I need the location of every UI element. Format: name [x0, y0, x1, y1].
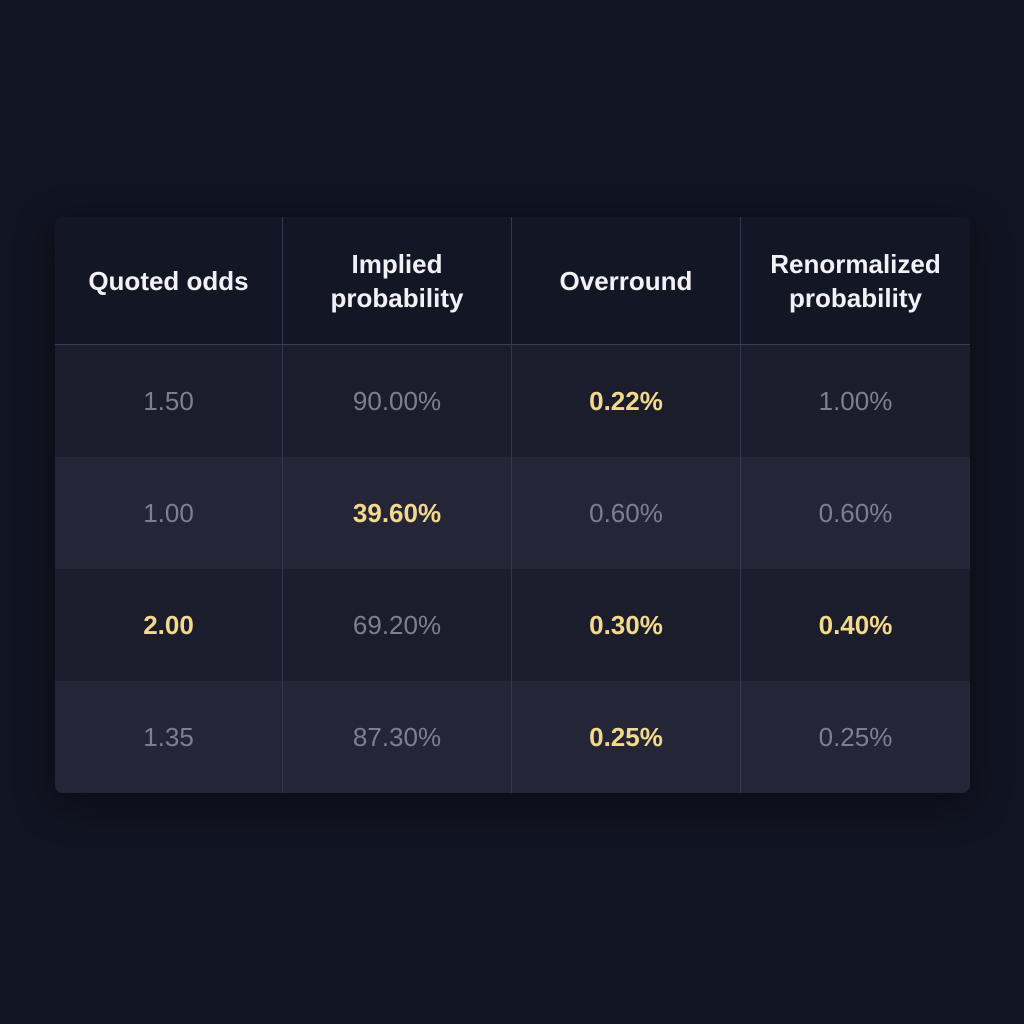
cell-implied-probability: 90.00% — [283, 345, 512, 457]
cell-renormalized-probability: 0.40% — [818, 609, 893, 640]
cell-implied-probability: 39.60% — [283, 457, 512, 569]
table-header-row: Quoted odds Implied probability Overroun… — [55, 217, 970, 345]
odds-table: Quoted odds Implied probability Overroun… — [55, 217, 970, 793]
cell-overround: 0.25% — [512, 681, 741, 793]
table-row: 1.00 39.60% 0.60% 0.60% — [55, 457, 970, 569]
cell-overround: 0.22% — [512, 345, 741, 457]
cell-quoted-odds: 1.35 — [55, 681, 283, 793]
column-header-renormalized-probability: Renormalized probability — [770, 248, 941, 313]
column-header-implied-probability: Implied probability — [283, 217, 512, 344]
cell-renormalized-probability: 0.60% — [818, 497, 893, 528]
table-row: 1.35 87.30% 0.25% 0.25% — [55, 681, 970, 793]
cell-quoted-odds: 2.00 — [55, 569, 283, 681]
cell-overround: 0.30% — [512, 569, 741, 681]
column-header-overround: Overround — [512, 217, 741, 344]
cell-overround: 0.60% — [512, 457, 741, 569]
column-header-quoted-odds: Quoted odds — [55, 217, 283, 344]
cell-renormalized-probability: 1.00% — [818, 385, 893, 416]
table-row: 1.50 90.00% 0.22% 1.00% — [55, 345, 970, 457]
cell-implied-probability: 87.30% — [283, 681, 512, 793]
cell-quoted-odds: 1.00 — [55, 457, 283, 569]
cell-renormalized-probability: 0.25% — [818, 721, 893, 752]
table-row: 2.00 69.20% 0.30% 0.40% — [55, 569, 970, 681]
cell-quoted-odds: 1.50 — [55, 345, 283, 457]
cell-implied-probability: 69.20% — [283, 569, 512, 681]
